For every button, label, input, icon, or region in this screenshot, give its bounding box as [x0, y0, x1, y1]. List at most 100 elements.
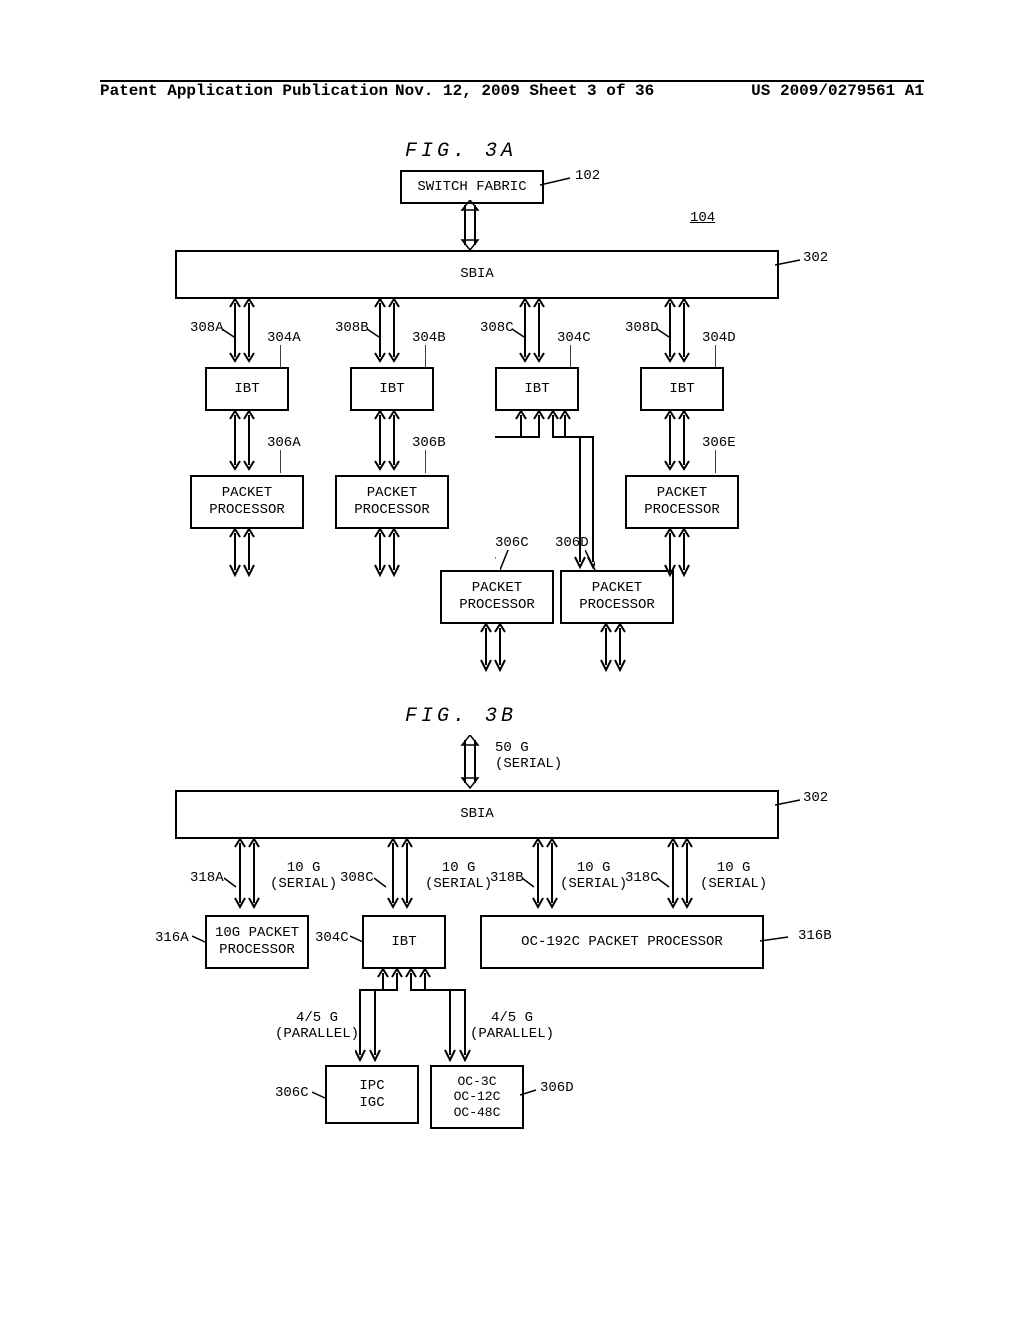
box-10g-pp: 10G PACKET PROCESSOR: [205, 915, 309, 969]
ibt-a-label: IBT: [234, 381, 259, 398]
label-10g-4: 10 G (SERIAL): [700, 860, 767, 892]
ld-308b: [367, 325, 382, 340]
arr-b2: [385, 835, 415, 915]
arr-pp-out-2: [372, 525, 402, 580]
label-45g-2: 4/5 G (PARALLEL): [470, 1010, 554, 1042]
sbia-label-b: SBIA: [460, 806, 494, 823]
ibt-d-label: IBT: [669, 381, 694, 398]
ref-306e: 306E: [702, 435, 736, 451]
arrow-fabric-sbia: [455, 200, 485, 250]
ref-316b: 316B: [798, 928, 832, 944]
ld-308c: [512, 325, 527, 340]
box-oc192: OC-192C PACKET PROCESSOR: [480, 915, 764, 969]
pp-d: PACKET PROCESSOR: [560, 570, 674, 624]
ref-308c-b: 308C: [340, 870, 374, 886]
ref-104: 104: [690, 210, 715, 226]
ref-304c-b: 304C: [315, 930, 349, 946]
box-ipc: IPC IGC: [325, 1065, 419, 1124]
arr-pp-out-1: [227, 525, 257, 580]
ibt-d: IBT: [640, 367, 724, 411]
ld-308cb: [374, 875, 388, 889]
ld-306a: [280, 450, 295, 475]
ref-302a: 302: [803, 250, 828, 266]
sbia-box-a: SBIA: [175, 250, 779, 299]
ref-306d-a: 306D: [555, 535, 589, 551]
label-oc192: OC-192C PACKET PROCESSOR: [521, 934, 723, 951]
ref-306b: 306B: [412, 435, 446, 451]
ld-304b: [425, 345, 440, 370]
ref-306c-b: 306C: [275, 1085, 309, 1101]
ref-306d-b: 306D: [540, 1080, 574, 1096]
ibt-c: IBT: [495, 367, 579, 411]
pp-a: PACKET PROCESSOR: [190, 475, 304, 529]
ref-304b: 304B: [412, 330, 446, 346]
ibt-b-label: IBT: [379, 381, 404, 398]
label-oc3: OC-3C OC-12C OC-48C: [454, 1074, 501, 1121]
ref-306a: 306A: [267, 435, 301, 451]
arr-ibt-pp-2: [372, 407, 402, 477]
pp-e: PACKET PROCESSOR: [625, 475, 739, 529]
arr-pp-out-c: [478, 620, 508, 675]
ld-318a: [224, 875, 238, 889]
header-right: US 2009/0279561 A1: [751, 82, 924, 100]
ld-318b: [522, 875, 536, 889]
ld-306b: [425, 450, 440, 475]
label-10g-3: 10 G (SERIAL): [560, 860, 627, 892]
header-left: Patent Application Publication: [100, 82, 388, 100]
label-45g-1: 4/5 G (PARALLEL): [275, 1010, 359, 1042]
label-10g-1: 10 G (SERIAL): [270, 860, 337, 892]
box-ibt-b: IBT: [362, 915, 446, 969]
ld-308d: [657, 325, 672, 340]
ibt-a: IBT: [205, 367, 289, 411]
ld-316b: [760, 935, 795, 950]
ref-304a: 304A: [267, 330, 301, 346]
ref-304c: 304C: [557, 330, 591, 346]
ibt-b: IBT: [350, 367, 434, 411]
label-10g-2: 10 G (SERIAL): [425, 860, 492, 892]
arr-ibt-pp-4: [662, 407, 692, 477]
ref-318b: 318B: [490, 870, 524, 886]
arr-50g: [455, 735, 485, 790]
ref-308b: 308B: [335, 320, 369, 336]
pp-d-label: PACKET PROCESSOR: [579, 580, 655, 614]
pp-b: PACKET PROCESSOR: [335, 475, 449, 529]
ld-306e: [715, 450, 730, 475]
ref-308a: 308A: [190, 320, 224, 336]
label-ipc: IPC IGC: [359, 1078, 384, 1112]
sbia-label-a: SBIA: [460, 266, 494, 283]
pp-c: PACKET PROCESSOR: [440, 570, 554, 624]
ibt-c-label: IBT: [524, 381, 549, 398]
label-50g: 50 G (SERIAL): [495, 740, 562, 772]
ref-318a: 318A: [190, 870, 224, 886]
ld-306d-a: [585, 550, 600, 572]
label-10g-pp: 10G PACKET PROCESSOR: [215, 925, 299, 959]
sbia-box-b: SBIA: [175, 790, 779, 839]
ref-308c: 308C: [480, 320, 514, 336]
arr-ibt-pp-1: [227, 407, 257, 477]
ref-304d: 304D: [702, 330, 736, 346]
ld-318c: [657, 875, 671, 889]
arr-pp-out-d: [598, 620, 628, 675]
ld-304d: [715, 345, 730, 370]
ld-304a: [280, 345, 295, 370]
ld-304c: [570, 345, 585, 370]
ref-306c-a: 306C: [495, 535, 529, 551]
fig-3a-title: FIG. 3A: [405, 140, 517, 163]
pp-a-label: PACKET PROCESSOR: [209, 485, 285, 519]
switch-fabric-box: SWITCH FABRIC: [400, 170, 544, 204]
ref-316a: 316A: [155, 930, 189, 946]
box-oc3: OC-3C OC-12C OC-48C: [430, 1065, 524, 1129]
header-center: Nov. 12, 2009 Sheet 3 of 36: [395, 82, 654, 100]
arr-ibt-bottom: [355, 965, 475, 1065]
ref-302b: 302: [803, 790, 828, 806]
ref-308d: 308D: [625, 320, 659, 336]
ref-102: 102: [575, 168, 600, 184]
pp-e-label: PACKET PROCESSOR: [644, 485, 720, 519]
fig-3b-title: FIG. 3B: [405, 705, 517, 728]
ld-308a: [222, 325, 237, 340]
switch-fabric-label: SWITCH FABRIC: [417, 179, 526, 196]
ref-318c: 318C: [625, 870, 659, 886]
arr-pp-out-4: [662, 525, 692, 580]
label-ibt-b: IBT: [391, 934, 416, 951]
ld-306db: [520, 1087, 540, 1102]
